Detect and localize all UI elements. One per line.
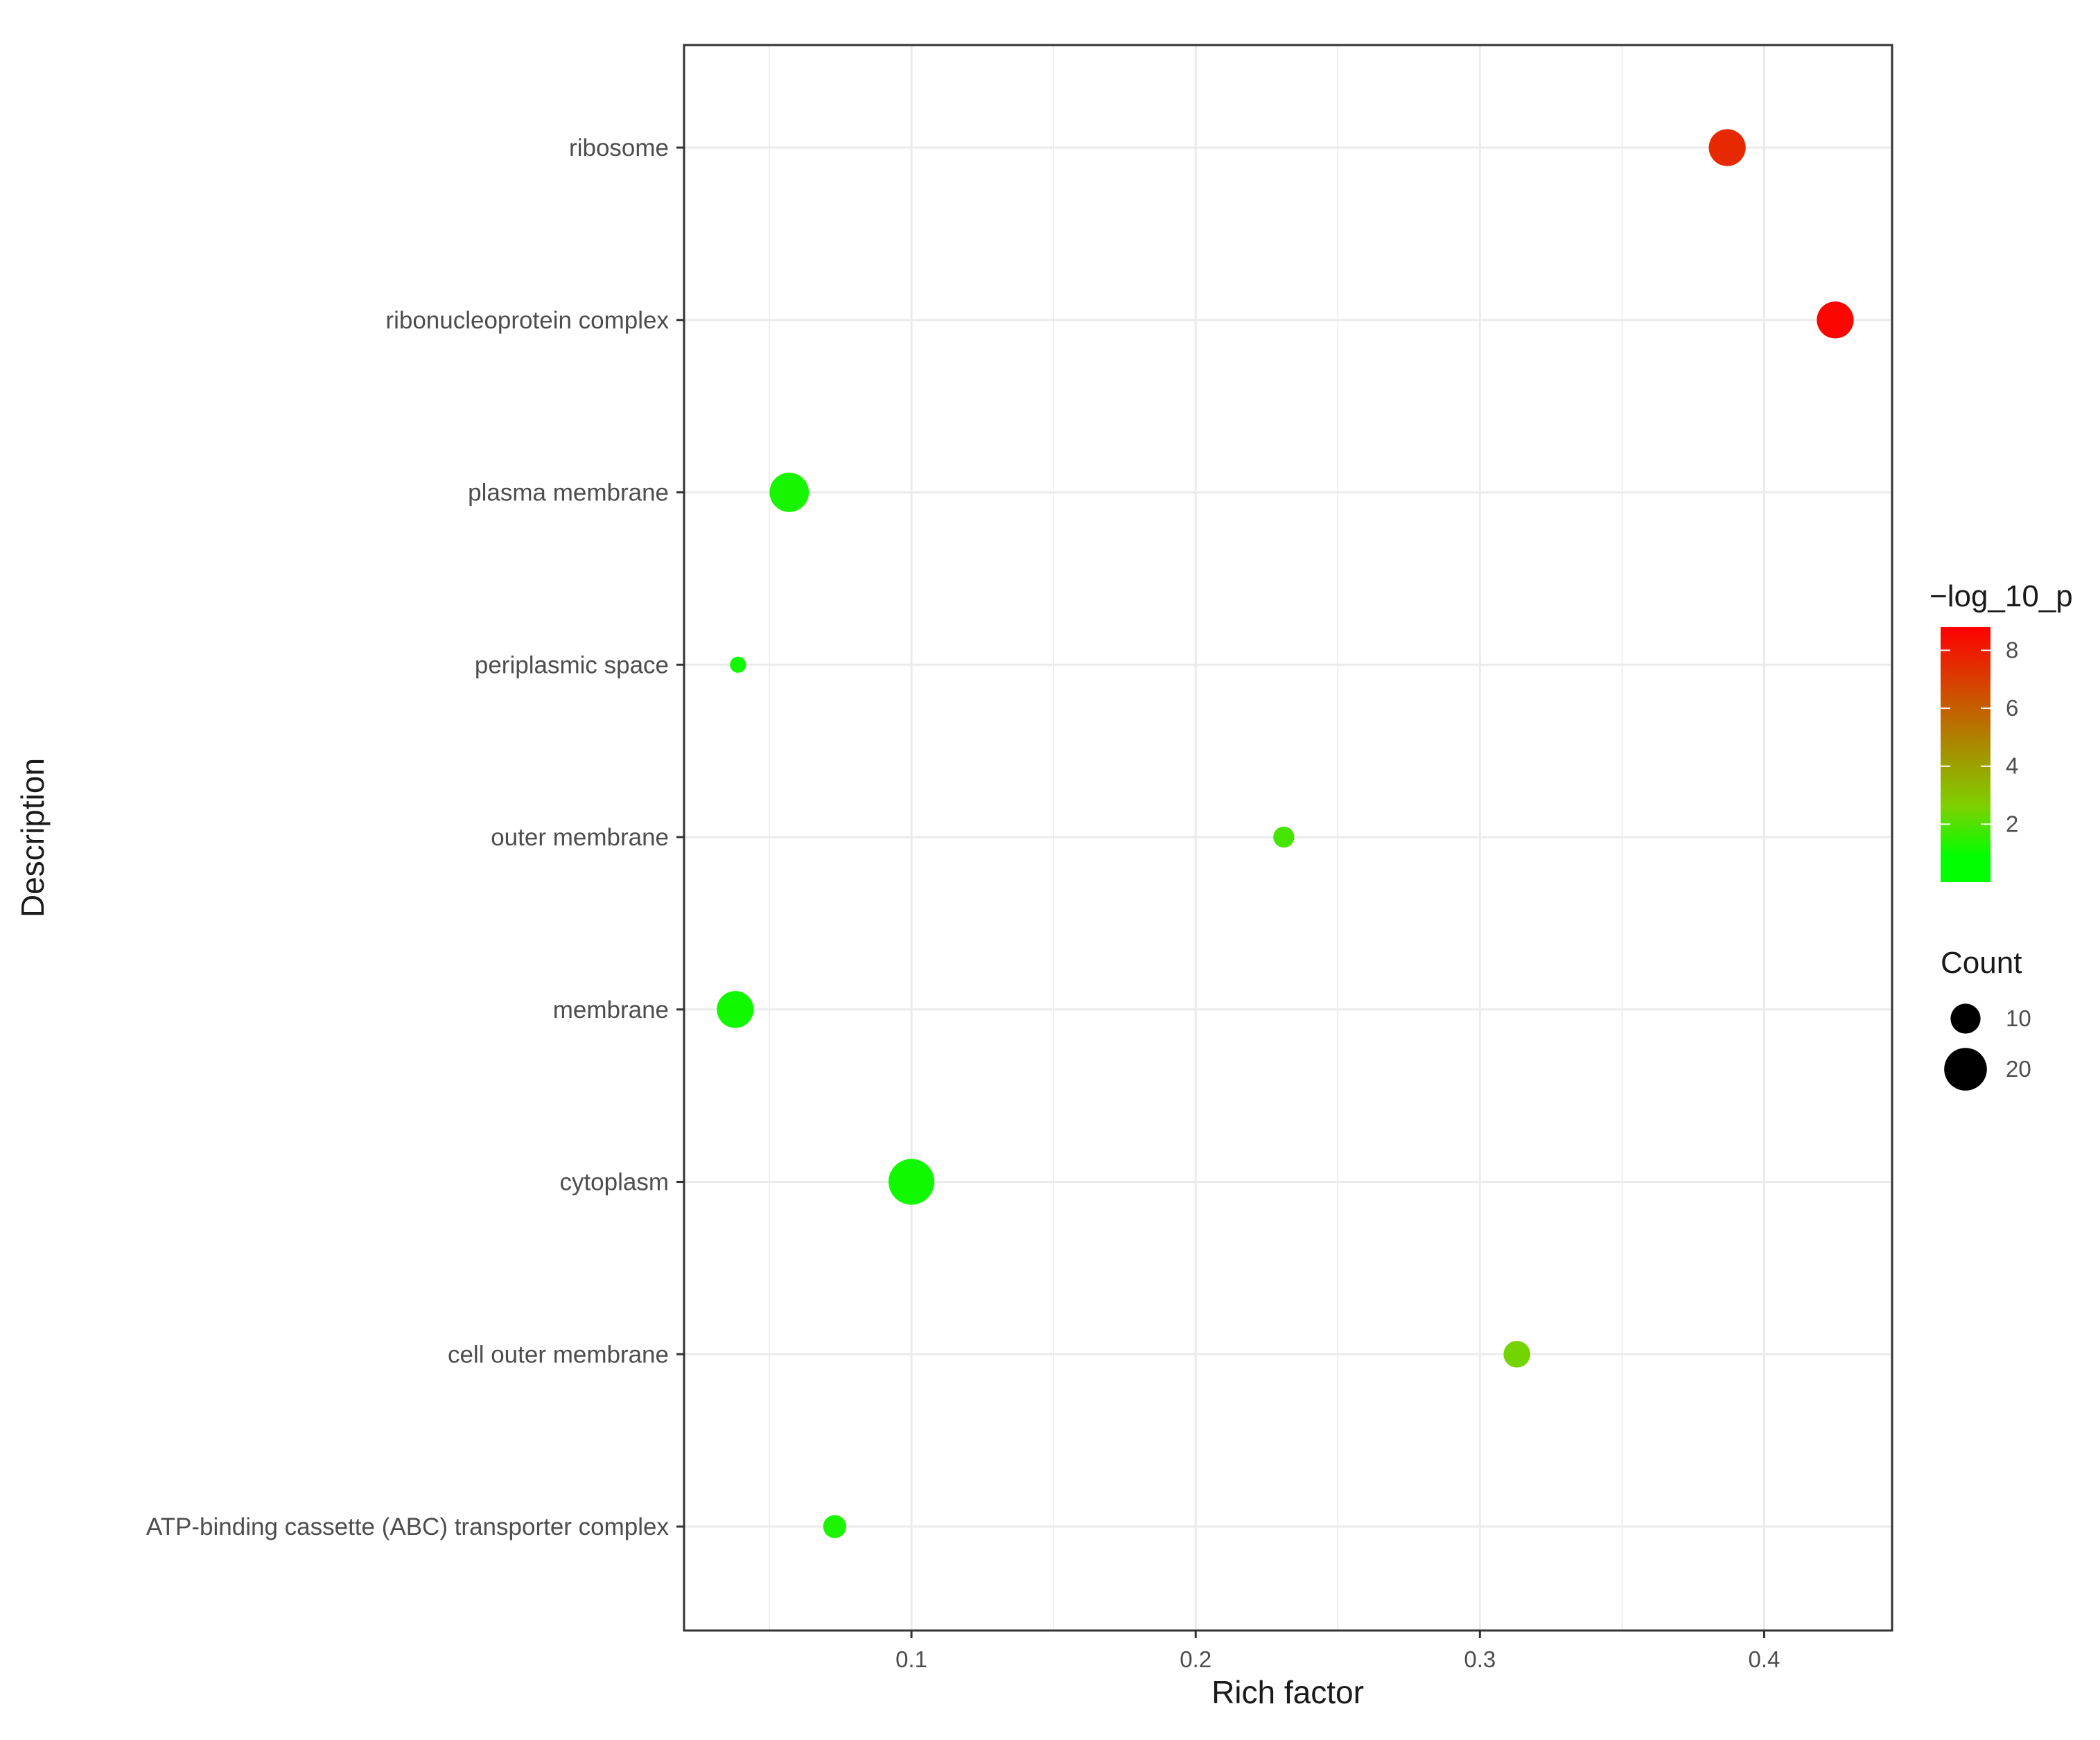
y-tick-label: ribonucleoprotein complex: [385, 307, 669, 334]
y-tick-label: cytoplasm: [559, 1169, 669, 1196]
x-axis-ticks: 0.1 0.2 0.3 0.4: [895, 1631, 1780, 1672]
size-legend-label: 10: [2006, 1005, 2031, 1031]
x-tick-label: 0.2: [1180, 1646, 1211, 1672]
color-bar: [1941, 627, 1990, 882]
x-axis-title: Rich factor: [1211, 1674, 1364, 1710]
y-tick-label: ATP-binding cassette (ABC) transporter c…: [146, 1513, 670, 1540]
x-tick-label: 0.1: [895, 1646, 927, 1672]
size-legend-swatch: [1944, 1048, 1987, 1091]
data-points: [717, 129, 1854, 1538]
color-bar-tick-label: 6: [2006, 695, 2018, 721]
size-legend-swatch: [1950, 1003, 1981, 1034]
size-legend-title: Count: [1941, 946, 2022, 980]
y-axis-title: Description: [15, 758, 51, 917]
color-bar-tick-label: 4: [2006, 753, 2018, 779]
data-point: [1708, 129, 1746, 166]
size-legend-label: 20: [2006, 1056, 2031, 1082]
data-point: [1503, 1340, 1530, 1368]
y-tick-label: ribosome: [569, 134, 669, 161]
y-tick-label: periplasmic space: [475, 651, 669, 678]
y-axis-ticks: ribosome ribonucleoprotein complex plasma …: [146, 134, 684, 1540]
y-tick-label: outer membrane: [491, 824, 669, 851]
data-point: [730, 656, 746, 673]
y-tick-label: membrane: [553, 996, 669, 1023]
size-legend: Count 10 20: [1941, 946, 2031, 1091]
data-point: [889, 1159, 935, 1205]
data-point: [823, 1515, 847, 1538]
size-legend-items: 10 20: [1944, 1003, 2031, 1091]
color-legend-title: −log_10_p: [1930, 579, 2073, 613]
x-tick-label: 0.4: [1749, 1646, 1780, 1672]
data-point: [769, 473, 810, 512]
data-point: [1273, 826, 1295, 848]
color-bar-ticks: 2 4 6 8: [1941, 637, 2018, 836]
data-point: [717, 991, 754, 1028]
x-tick-label: 0.3: [1464, 1646, 1496, 1672]
y-tick-label: cell outer membrane: [448, 1341, 669, 1368]
color-bar-tick-label: 8: [2006, 637, 2018, 662]
y-tick-label: plasma membrane: [468, 480, 669, 507]
data-point: [1817, 301, 1854, 339]
color-legend: −log_10_p 2 4 6 8: [1930, 579, 2073, 882]
color-bar-tick-label: 2: [2006, 811, 2018, 836]
